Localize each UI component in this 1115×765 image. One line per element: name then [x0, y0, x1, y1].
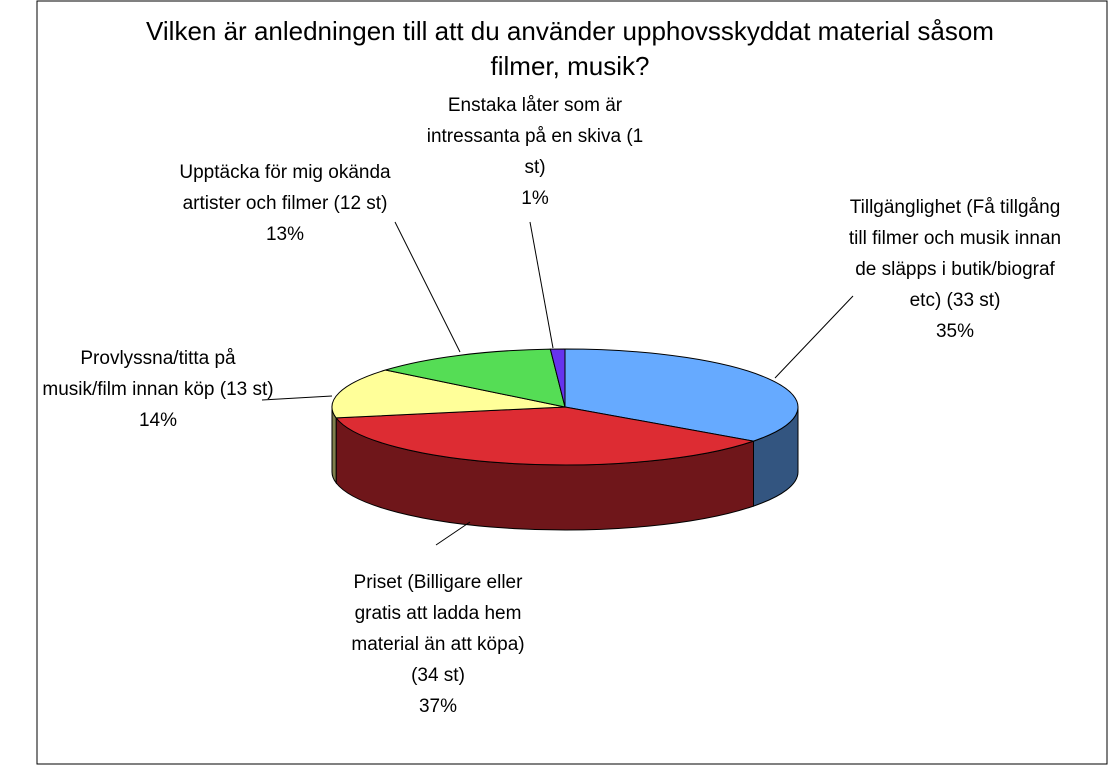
pie-slice	[331, 369, 566, 419]
value-label: 37%	[418, 696, 458, 717]
pie-slice	[549, 348, 566, 408]
leader-line	[774, 295, 854, 379]
pie-slice	[385, 348, 566, 408]
data-label: Provlyssna/titta på musik/film innan köp…	[41, 343, 276, 436]
pie-slice	[564, 348, 799, 442]
value-label: 14%	[138, 410, 178, 431]
leader-line	[394, 221, 461, 353]
data-label: Upptäcka för mig okända artister och fil…	[173, 157, 398, 250]
leader-line	[261, 395, 333, 401]
data-label: Priset (Billigare eller gratis att ladda…	[336, 567, 541, 722]
chart-title: Vilken är anledningen till att du använd…	[146, 16, 994, 81]
data-label: Tillgänglighet (Få tillgång till filmer …	[848, 192, 1063, 347]
pie-slice-side	[331, 406, 337, 485]
value-label: 13%	[265, 224, 305, 245]
value-label: 1%	[521, 188, 549, 209]
value-label: 35%	[935, 321, 975, 342]
data-label: Enstaka låter som är intressanta på en s…	[420, 90, 650, 214]
category-label: Enstaka låter som är intressanta på en s…	[426, 95, 644, 178]
category-label: Priset (Billigare eller gratis att ladda…	[351, 572, 525, 686]
pie-slice	[335, 406, 756, 466]
category-label: Upptäcka för mig okända artister och fil…	[179, 162, 391, 214]
leader-line	[529, 221, 554, 349]
category-label: Provlyssna/titta på musik/film innan köp…	[42, 348, 274, 400]
category-label: Tillgänglighet (Få tillgång till filmer …	[848, 197, 1062, 311]
leader-line	[435, 521, 471, 546]
